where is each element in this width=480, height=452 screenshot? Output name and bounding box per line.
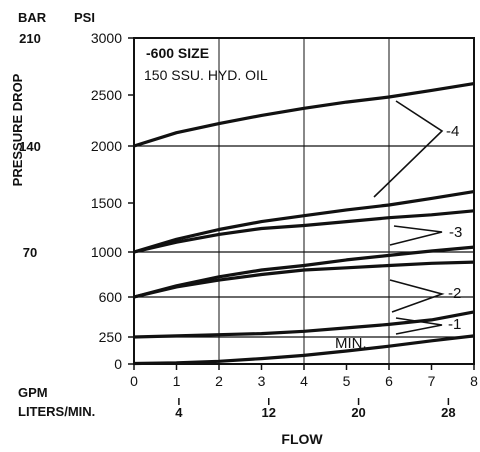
leader-line	[389, 279, 445, 313]
psi-tick-label: 0	[114, 356, 122, 372]
series-label: -4	[446, 123, 459, 140]
lpm-tick-label: 20	[351, 405, 365, 420]
bar-tick-label: 210	[19, 31, 41, 46]
gpm-tick-label: 8	[470, 373, 478, 389]
psi-tick-label: 2500	[91, 87, 122, 103]
bar-tick-label: 140	[19, 139, 41, 154]
gpm-tick-label: 7	[428, 373, 436, 389]
bar-tick-labels: 70 140 210	[19, 31, 41, 260]
bar-tick-label: 70	[23, 245, 37, 260]
curve-series	[133, 334, 475, 366]
lpm-tick-label: 12	[262, 405, 276, 420]
y-axis-title: PRESSURE DROP	[10, 73, 25, 186]
series-label: -1	[448, 316, 461, 333]
leader-line	[389, 225, 443, 246]
leader-lines	[373, 100, 445, 335]
gpm-tick-labels: 0 1 2 3 4 5 6 7 8	[130, 373, 478, 389]
lpm-tick-label: 4	[175, 405, 183, 420]
psi-tick-label: 250	[99, 329, 123, 345]
gpm-tick-label: 5	[343, 373, 351, 389]
lpm-tick-label: 28	[441, 405, 455, 420]
lpm-tick-labels: 4 12 20 28	[175, 405, 455, 420]
curve-series	[133, 245, 475, 299]
psi-tick-label: 600	[99, 289, 123, 305]
series-label: -2	[448, 285, 461, 302]
gpm-tick-label: 1	[173, 373, 181, 389]
lpm-axis-label: LITERS/MIN.	[18, 404, 95, 419]
curve-series	[133, 82, 475, 148]
psi-unit-label: PSI	[74, 10, 95, 25]
gpm-tick-label: 6	[385, 373, 393, 389]
curve-series	[133, 209, 475, 254]
series-label: MIN.	[335, 335, 367, 352]
size-annotation: -600 SIZE	[146, 45, 209, 61]
leader-line	[395, 317, 443, 335]
x-axis-title: FLOW	[281, 431, 323, 447]
gpm-axis-label: GPM	[18, 385, 48, 400]
series-label: -3	[449, 224, 462, 241]
psi-tick-label: 3000	[91, 30, 122, 46]
psi-tick-label: 1500	[91, 195, 122, 211]
bar-unit-label: BAR	[18, 10, 47, 25]
gpm-tick-label: 0	[130, 373, 138, 389]
psi-tick-label: 2000	[91, 138, 122, 154]
leader-line	[373, 100, 444, 198]
series-labels: -4 -3 -2 -1 MIN.	[335, 123, 462, 352]
psi-tick-labels: 0 250 600 1000 1500 2000 2500 3000	[91, 30, 122, 372]
curve-series	[133, 190, 475, 254]
oil-annotation: 150 SSU. HYD. OIL	[144, 67, 268, 83]
curve-series	[133, 260, 475, 299]
gpm-tick-label: 4	[300, 373, 308, 389]
gpm-tick-label: 2	[215, 373, 223, 389]
psi-tick-label: 1000	[91, 244, 122, 260]
axis-ticks	[128, 37, 475, 405]
gpm-tick-label: 3	[258, 373, 266, 389]
